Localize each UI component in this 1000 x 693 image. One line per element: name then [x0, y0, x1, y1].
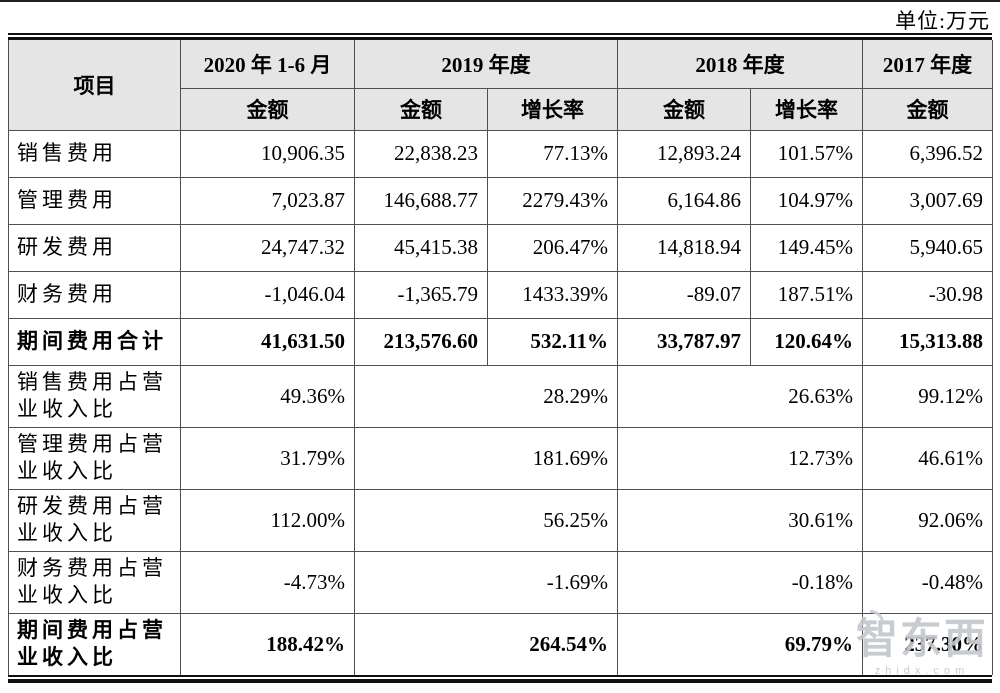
- table-row-admin-expense: 管理费用 7,023.87 146,688.77 2279.43% 6,164.…: [8, 176, 993, 225]
- cell-2018-growth: 101.57%: [750, 129, 863, 178]
- table-row-period-total-ratio: 期间费用占营业收入比 188.42% 264.54% 69.79% 237.30…: [8, 612, 993, 676]
- cell-2018-ratio: 30.61%: [617, 488, 863, 552]
- header-item: 项目: [8, 39, 181, 131]
- header-row-measures: 金额 金额 增长率 金额 增长率 金额: [9, 87, 993, 131]
- cell-2018-amount: 6,164.86: [617, 176, 751, 225]
- cell-2017-ratio: 46.61%: [862, 426, 993, 490]
- cell-2018-ratio: 26.63%: [617, 364, 863, 428]
- table-row-rd-expense: 研发费用 24,747.32 45,415.38 206.47% 14,818.…: [8, 223, 993, 272]
- cell-2017-amount: 3,007.69: [862, 176, 993, 225]
- header-amount-2020: 金额: [180, 87, 355, 131]
- cell-2019-ratio: 264.54%: [354, 612, 618, 676]
- row-label: 研发费用: [8, 223, 181, 272]
- table-top-double-rule: [8, 33, 992, 40]
- row-label: 管理费用: [8, 176, 181, 225]
- cell-2019-amount: 22,838.23: [354, 129, 488, 178]
- expense-table-container: 项目 2020 年 1-6 月 2019 年度 2018 年度 2017 年度 …: [8, 33, 993, 683]
- cell-2020-ratio: 49.36%: [180, 364, 355, 428]
- header-period-2020: 2020 年 1-6 月: [180, 39, 355, 89]
- cell-2018-growth: 120.64%: [750, 317, 863, 366]
- cell-2019-ratio: 181.69%: [354, 426, 618, 490]
- cell-2018-amount: 33,787.97: [617, 317, 751, 366]
- header-growth-2019: 增长率: [487, 87, 618, 131]
- row-label: 销售费用占营业收入比: [8, 364, 181, 428]
- cell-2018-amount: 12,893.24: [617, 129, 751, 178]
- header-growth-2018: 增长率: [750, 87, 863, 131]
- row-label: 财务费用占营业收入比: [8, 550, 181, 614]
- cell-2019-ratio: 56.25%: [354, 488, 618, 552]
- row-label: 管理费用占营业收入比: [8, 426, 181, 490]
- cell-2019-amount: 146,688.77: [354, 176, 488, 225]
- table-row-admin-ratio: 管理费用占营业收入比 31.79% 181.69% 12.73% 46.61%: [8, 426, 993, 490]
- unit-label: 单位:万元: [895, 9, 990, 33]
- table-row-selling-ratio: 销售费用占营业收入比 49.36% 28.29% 26.63% 99.12%: [8, 364, 993, 428]
- header-amount-2017: 金额: [862, 87, 993, 131]
- cell-2019-ratio: 28.29%: [354, 364, 618, 428]
- row-label: 销售费用: [8, 129, 181, 178]
- cell-2017-amount: 6,396.52: [862, 129, 993, 178]
- table-row-selling-expense: 销售费用 10,906.35 22,838.23 77.13% 12,893.2…: [8, 129, 993, 178]
- cell-2020-amount: 41,631.50: [180, 317, 355, 366]
- row-label: 期间费用占营业收入比: [8, 612, 181, 676]
- table-row-finance-expense: 财务费用 -1,046.04 -1,365.79 1433.39% -89.07…: [8, 270, 993, 319]
- cell-2019-growth: 2279.43%: [487, 176, 618, 225]
- cell-2019-growth: 206.47%: [487, 223, 618, 272]
- cell-2020-amount: 24,747.32: [180, 223, 355, 272]
- header-period-2017: 2017 年度: [862, 39, 993, 89]
- cell-2017-ratio: -0.48%: [862, 550, 993, 614]
- cell-2019-ratio: -1.69%: [354, 550, 618, 614]
- header-amount-2018: 金额: [617, 87, 751, 131]
- cell-2017-ratio: 237.30%: [862, 612, 993, 676]
- cell-2019-growth: 1433.39%: [487, 270, 618, 319]
- row-label: 财务费用: [8, 270, 181, 319]
- cell-2020-ratio: 31.79%: [180, 426, 355, 490]
- cell-2017-ratio: 92.06%: [862, 488, 993, 552]
- row-label: 期间费用合计: [8, 317, 181, 366]
- cell-2018-growth: 149.45%: [750, 223, 863, 272]
- cell-2019-growth: 532.11%: [487, 317, 618, 366]
- cell-2018-ratio: 12.73%: [617, 426, 863, 490]
- table-row-period-expense-total: 期间费用合计 41,631.50 213,576.60 532.11% 33,7…: [8, 317, 993, 366]
- cell-2020-ratio: 188.42%: [180, 612, 355, 676]
- cell-2020-amount: -1,046.04: [180, 270, 355, 319]
- header-period-2018: 2018 年度: [617, 39, 863, 89]
- cell-2020-ratio: -4.73%: [180, 550, 355, 614]
- table-row-rd-ratio: 研发费用占营业收入比 112.00% 56.25% 30.61% 92.06%: [8, 488, 993, 552]
- cell-2019-growth: 77.13%: [487, 129, 618, 178]
- header-row-periods: 项目 2020 年 1-6 月 2019 年度 2018 年度 2017 年度: [8, 39, 993, 131]
- cell-2019-amount: -1,365.79: [354, 270, 488, 319]
- cell-2017-amount: -30.98: [862, 270, 993, 319]
- cell-2020-amount: 10,906.35: [180, 129, 355, 178]
- header-amount-2019: 金额: [354, 87, 488, 131]
- table-row-finance-ratio: 财务费用占营业收入比 -4.73% -1.69% -0.18% -0.48%: [8, 550, 993, 614]
- cell-2018-ratio: 69.79%: [617, 612, 863, 676]
- header-period-2019: 2019 年度: [354, 39, 618, 89]
- cell-2019-amount: 213,576.60: [354, 317, 488, 366]
- cell-2018-ratio: -0.18%: [617, 550, 863, 614]
- period-expense-table: 项目 2020 年 1-6 月 2019 年度 2018 年度 2017 年度 …: [8, 39, 993, 676]
- page-top-rule: [0, 0, 1000, 2]
- cell-2020-ratio: 112.00%: [180, 488, 355, 552]
- row-label: 研发费用占营业收入比: [8, 488, 181, 552]
- cell-2017-amount: 5,940.65: [862, 223, 993, 272]
- cell-2018-growth: 187.51%: [750, 270, 863, 319]
- table-bottom-double-rule: [8, 675, 992, 683]
- cell-2017-ratio: 99.12%: [862, 364, 993, 428]
- cell-2018-growth: 104.97%: [750, 176, 863, 225]
- cell-2018-amount: -89.07: [617, 270, 751, 319]
- cell-2018-amount: 14,818.94: [617, 223, 751, 272]
- cell-2020-amount: 7,023.87: [180, 176, 355, 225]
- cell-2017-amount: 15,313.88: [862, 317, 993, 366]
- cell-2019-amount: 45,415.38: [354, 223, 488, 272]
